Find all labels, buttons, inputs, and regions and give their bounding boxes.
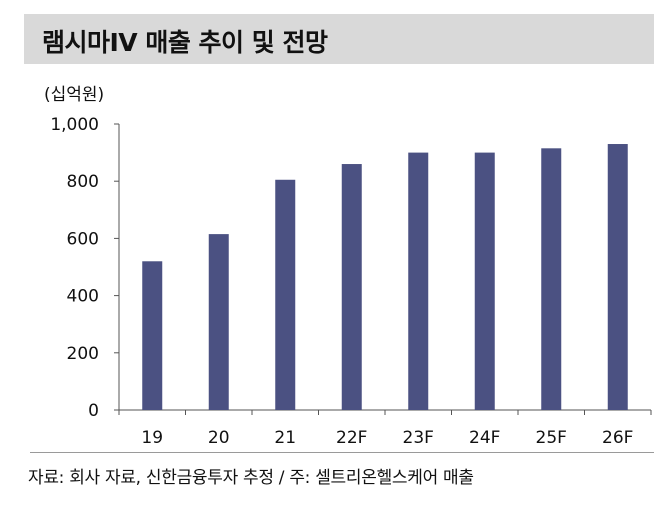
unit-label: (십억원): [44, 85, 105, 105]
x-tick-label: 20: [208, 428, 230, 448]
x-tick-label: 23F: [403, 428, 434, 448]
bar: [607, 144, 628, 410]
chart-title-bar: 램시마IV 매출 추이 및 전망: [24, 14, 654, 64]
y-tick-label: 600: [67, 229, 99, 249]
bar: [474, 152, 495, 410]
x-tick-label: 25F: [536, 428, 567, 448]
bar: [408, 152, 429, 410]
bar: [341, 164, 362, 410]
chart-title: 램시마IV 매출 추이 및 전망: [42, 28, 328, 57]
y-tick-label: 1,000: [50, 115, 99, 135]
x-tick-label: 21: [274, 428, 296, 448]
y-tick-label: 0: [88, 401, 99, 421]
x-tick-label: 22F: [336, 428, 367, 448]
source-divider: [30, 452, 654, 453]
bar: [541, 148, 562, 410]
source-note: 자료: 회사 자료, 신한금융투자 추정 / 주: 셀트리온헬스케어 매출: [28, 468, 474, 488]
x-tick-label: 19: [141, 428, 163, 448]
bar: [142, 261, 163, 410]
y-tick-label: 800: [67, 172, 99, 192]
bar: [208, 234, 229, 410]
x-tick-label: 24F: [469, 428, 500, 448]
bar: [275, 179, 296, 410]
y-tick-label: 400: [67, 287, 99, 307]
x-tick-label: 26F: [602, 428, 633, 448]
y-tick-label: 200: [67, 344, 99, 364]
